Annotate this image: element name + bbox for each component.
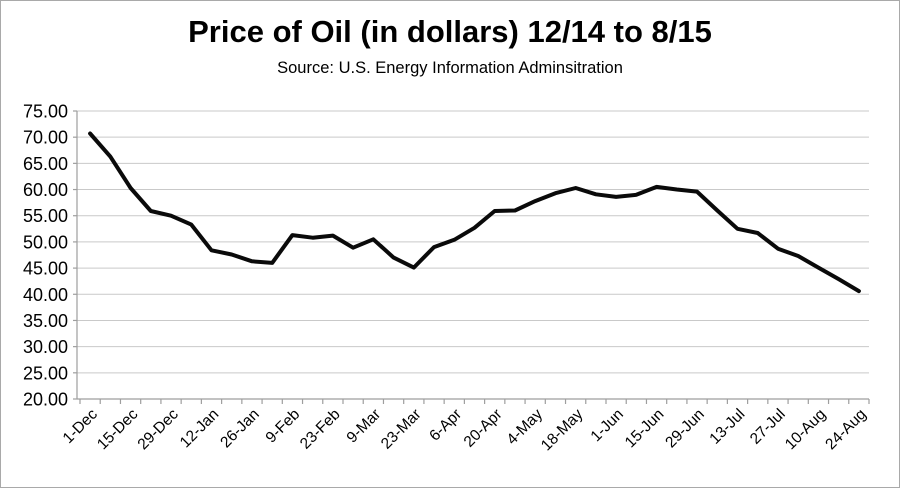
y-axis-label: 20.00	[23, 390, 68, 410]
y-axis-label: 25.00	[23, 363, 68, 383]
x-axis-label: 10-Aug	[782, 406, 829, 453]
y-axis-label: 35.00	[23, 311, 68, 331]
x-axis-label: 26-Jan	[217, 406, 263, 452]
x-axis-label: 20-Apr	[461, 406, 506, 451]
y-axis-label: 60.00	[23, 180, 68, 200]
y-axis-label: 50.00	[23, 232, 68, 252]
y-axis-label: 45.00	[23, 259, 68, 279]
price-series-line	[88, 131, 861, 294]
y-axis-label: 55.00	[23, 206, 68, 226]
x-axis-label: 18-May	[538, 406, 587, 455]
x-axis-label: 29-Dec	[135, 406, 183, 454]
x-axis-label: 29-Jun	[662, 406, 708, 452]
x-axis-label: 6-Apr	[426, 406, 465, 445]
x-axis-label: 23-Feb	[297, 406, 344, 453]
x-axis-label: 12-Jan	[177, 406, 223, 452]
chart-title: Price of Oil (in dollars) 12/14 to 8/15	[188, 14, 712, 49]
x-axis-label: 13-Jul	[706, 406, 748, 448]
x-axis-label: 23-Mar	[378, 406, 425, 453]
y-axis-label: 70.00	[23, 128, 68, 148]
y-axis-label: 40.00	[23, 285, 68, 305]
y-axis-label: 75.00	[23, 102, 68, 122]
x-axis-label: 15-Jun	[622, 406, 668, 452]
y-axis-label: 30.00	[23, 337, 68, 357]
x-axis-label: 15-Dec	[94, 406, 142, 454]
chart-subtitle: Source: U.S. Energy Information Adminsit…	[277, 59, 623, 77]
y-axis-label: 65.00	[23, 154, 68, 174]
x-axis-label: 24-Aug	[822, 406, 869, 453]
